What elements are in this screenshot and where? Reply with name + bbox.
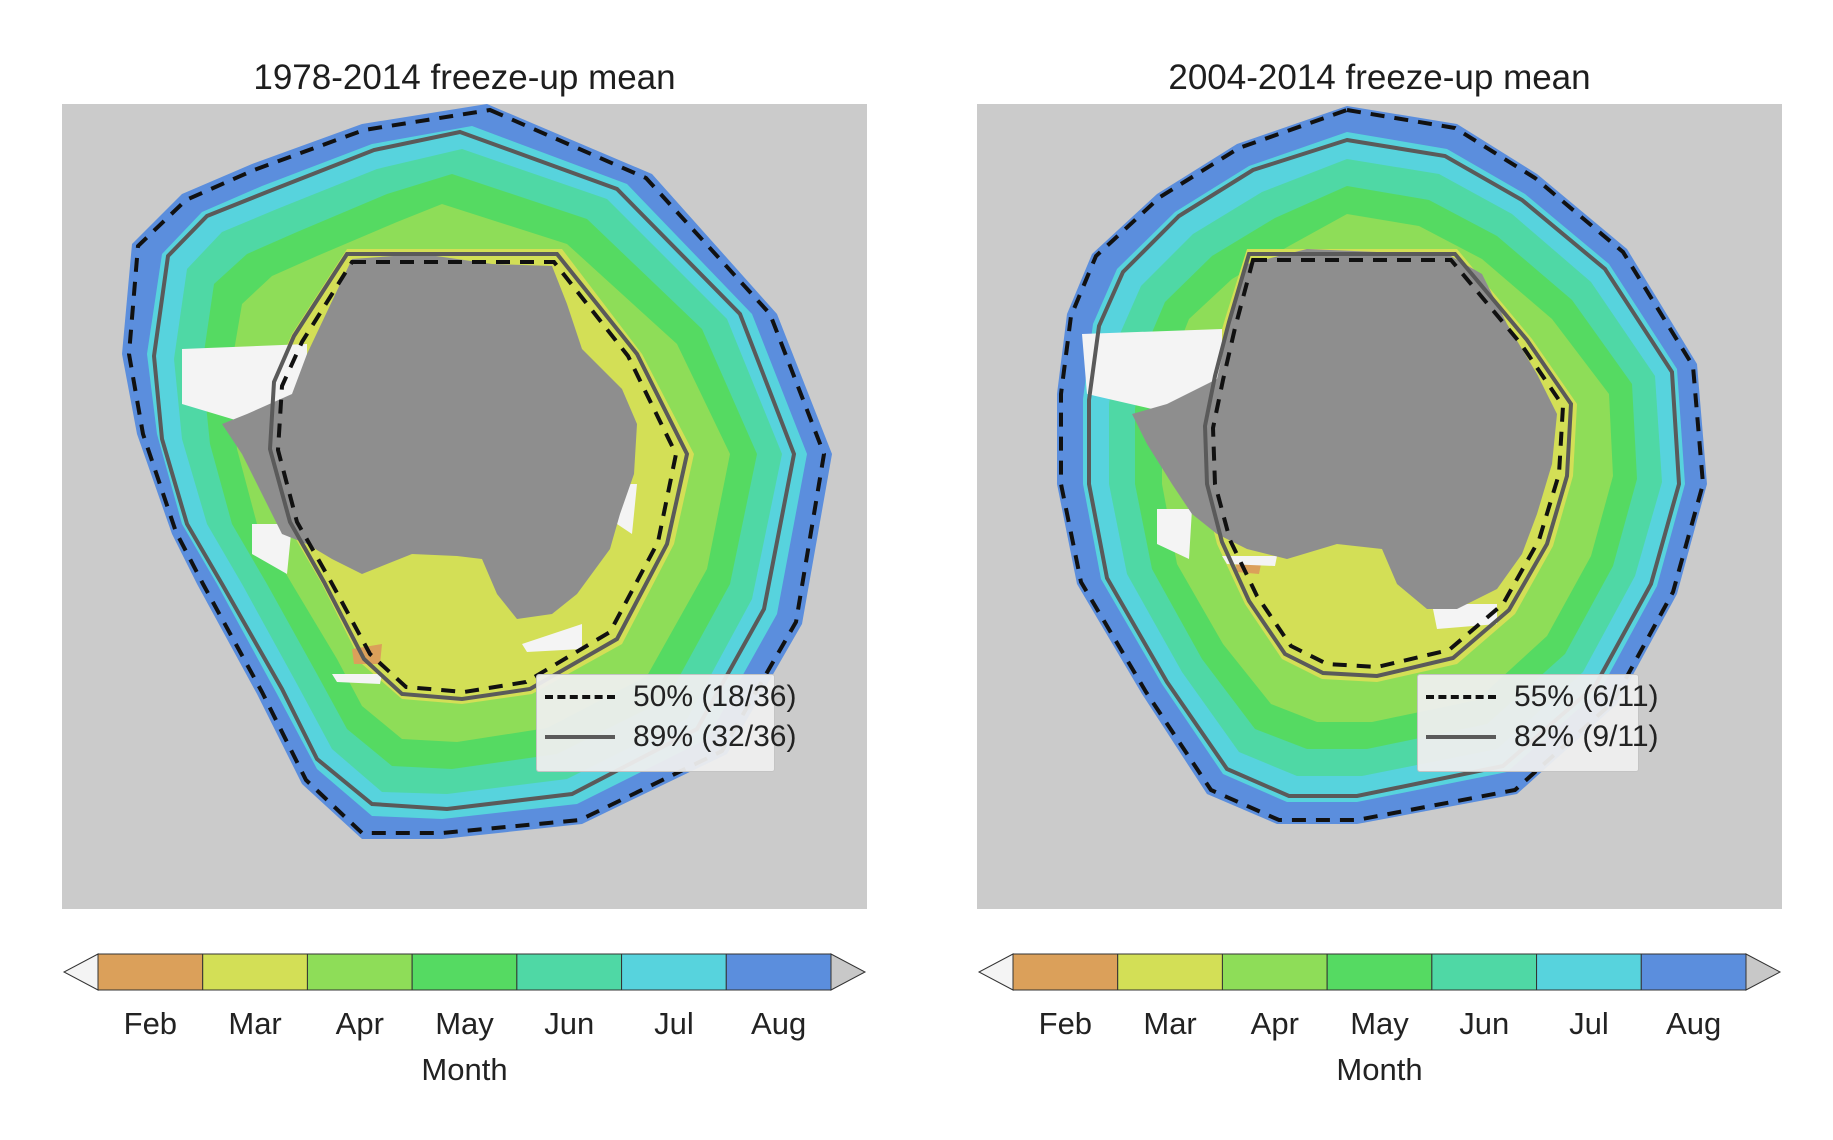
ice-shelf xyxy=(182,344,637,684)
colorbar-extend-high xyxy=(830,953,867,991)
colorbar-label: Month xyxy=(1336,1052,1423,1087)
colorbar-tick-label: Jun xyxy=(1459,1006,1510,1041)
legend-item-solid: 82% (9/11) xyxy=(1426,717,1659,757)
colorbar-segment-feb xyxy=(1012,953,1119,991)
map-legend: 55% (6/11) 82% (9/11) xyxy=(1417,674,1659,772)
colorbar-tick-label: Mar xyxy=(228,1006,282,1041)
colorbar-label: Month xyxy=(421,1052,508,1087)
ice-shelf xyxy=(1082,329,1537,629)
panel-2004-2014: 2004-2014 freeze-up mean 55% (6/11) 82% … xyxy=(965,0,1825,1140)
legend-item-dashed: 55% (6/11) xyxy=(1426,677,1659,717)
colorbar-segment-jun xyxy=(516,953,623,991)
colorbar-tick-label: Apr xyxy=(1250,1006,1299,1041)
legend-label: 50% (18/36) xyxy=(633,680,797,713)
panel-title: 1978-2014 freeze-up mean xyxy=(253,58,676,97)
colorbar xyxy=(977,953,1782,991)
colorbar-tick-label: Feb xyxy=(1038,1006,1093,1041)
colorbar-segment-mar xyxy=(202,953,308,991)
colorbar-tick-label: Apr xyxy=(335,1006,384,1041)
colorbar-segment-aug xyxy=(1640,953,1747,991)
colorbar-tick-label: Mar xyxy=(1143,1006,1197,1041)
contour-82-percent-inner xyxy=(1202,252,1574,679)
dashed-line-icon xyxy=(1426,695,1496,699)
colorbar-tick-label: Jul xyxy=(1569,1006,1609,1041)
solid-line-icon xyxy=(545,735,615,739)
colorbar-segment-may xyxy=(411,953,518,991)
dashed-line-icon xyxy=(545,695,615,699)
contour-89-percent xyxy=(151,129,797,812)
solid-line-icon xyxy=(1426,735,1496,739)
colorbar-segment-apr xyxy=(1221,953,1328,991)
colorbar-segment-jul xyxy=(621,953,727,991)
panel-1978-2014: 1978-2014 freeze-up mean 50% (18/36) 89%… xyxy=(50,0,910,1140)
freeze-up-map xyxy=(977,104,1782,909)
legend-item-dashed: 50% (18/36) xyxy=(545,677,796,717)
colorbar-tick-label: Jun xyxy=(544,1006,595,1041)
colorbar-segment-apr xyxy=(306,953,413,991)
colorbar-segment-jul xyxy=(1536,953,1642,991)
colorbar-segment-may xyxy=(1326,953,1433,991)
colorbar-segment-jun xyxy=(1431,953,1538,991)
colorbar-segment-feb xyxy=(97,953,204,991)
colorbar xyxy=(62,953,867,991)
antarctica-landmass xyxy=(222,254,637,619)
map-legend: 50% (18/36) 89% (32/36) xyxy=(536,674,796,772)
colorbar-tick-label: May xyxy=(435,1006,494,1041)
colorbar-segment-aug xyxy=(725,953,832,991)
freeze-up-map xyxy=(62,104,867,909)
colorbar-extend-low xyxy=(62,953,99,991)
contour-55-percent xyxy=(1059,107,1706,822)
colorbar-tick-label: Feb xyxy=(123,1006,178,1041)
colorbar-tick-label: Aug xyxy=(1666,1006,1722,1041)
legend-label: 89% (32/36) xyxy=(633,720,797,753)
legend-label: 82% (9/11) xyxy=(1514,720,1659,753)
contour-82-percent xyxy=(1087,137,1682,798)
colorbar-tick-label: Aug xyxy=(751,1006,807,1041)
contour-50-percent xyxy=(126,107,827,835)
panel-title: 2004-2014 freeze-up mean xyxy=(1168,58,1591,97)
colorbar-tick-label: May xyxy=(1350,1006,1409,1041)
contour-89-percent-inner xyxy=(267,252,690,702)
colorbar-segment-mar xyxy=(1117,953,1223,991)
contour-55-percent-inner xyxy=(1210,258,1566,670)
colorbar-extend-high xyxy=(1745,953,1782,991)
legend-label: 55% (6/11) xyxy=(1514,680,1659,713)
antarctica-landmass xyxy=(1132,249,1557,609)
colorbar-extend-low xyxy=(977,953,1014,991)
colorbar-tick-label: Jul xyxy=(654,1006,694,1041)
legend-item-solid: 89% (32/36) xyxy=(545,717,796,757)
